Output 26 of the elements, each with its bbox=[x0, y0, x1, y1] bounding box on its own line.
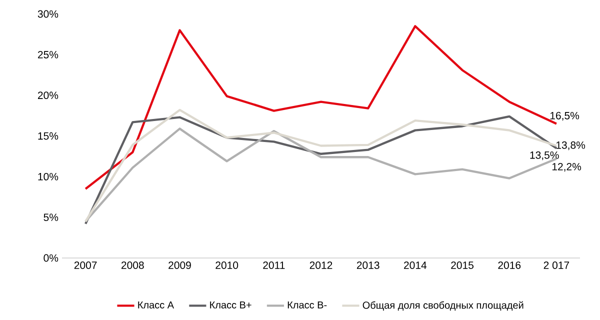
data-label: 16,5% bbox=[550, 112, 580, 121]
x-tick-label: 2010 bbox=[216, 262, 238, 269]
legend-label: Класс В- bbox=[288, 301, 327, 308]
x-tick-label: 2007 bbox=[74, 262, 97, 269]
x-tick-label: 2013 bbox=[356, 262, 380, 269]
x-tick-label: 2009 bbox=[168, 262, 191, 269]
legend-label: Общая доля свободных площадей bbox=[362, 301, 524, 311]
x-tick-label: 2011 bbox=[263, 262, 285, 269]
y-tick-label: 20% bbox=[38, 92, 58, 100]
x-tick-label: 2012 bbox=[310, 262, 332, 269]
y-tick-label: 0% bbox=[44, 254, 58, 262]
x-tick-label: 2016 bbox=[498, 262, 521, 269]
legend-label: Класс А bbox=[138, 301, 174, 308]
data-label: 13,5% bbox=[530, 151, 559, 160]
legend-label: Класс В+ bbox=[210, 301, 252, 308]
y-tick-label: 30% bbox=[38, 10, 58, 18]
y-tick-label: 10% bbox=[38, 172, 58, 180]
y-tick-label: 5% bbox=[44, 214, 58, 222]
x-tick-label: 2015 bbox=[451, 262, 474, 269]
x-tick-label: 2 017 bbox=[544, 262, 570, 269]
data-label: 13,8% bbox=[556, 141, 586, 150]
x-tick-label: 2008 bbox=[122, 262, 144, 269]
x-tick-label: 2014 bbox=[404, 262, 427, 269]
data-label: 12,2% bbox=[552, 162, 582, 172]
y-tick-label: 15% bbox=[38, 132, 58, 140]
y-tick-label: 25% bbox=[38, 50, 58, 58]
